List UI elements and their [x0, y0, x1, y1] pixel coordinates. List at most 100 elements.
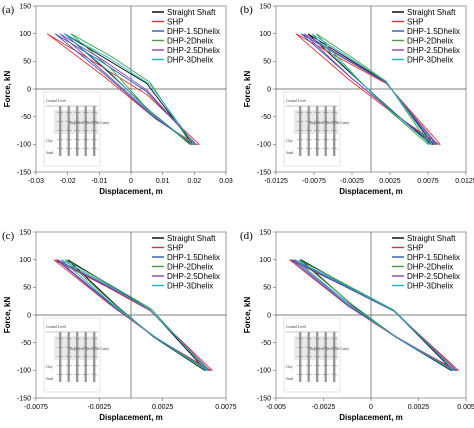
helix-plate: [73, 138, 81, 141]
soil-schematic: Ground Level Improved Area (Soil Lime) Cla…: [43, 91, 110, 167]
x-tick-label: 0.01: [156, 178, 170, 185]
helix-plate: [322, 337, 329, 340]
x-tick-label: -0.03: [28, 178, 44, 185]
helix-plate: [82, 364, 89, 367]
y-tick-label: 150: [19, 3, 31, 10]
helix-plate: [90, 147, 98, 150]
series-line-1: [295, 33, 441, 145]
x-tick-label: 0.0025: [408, 404, 430, 411]
legend-label: DHP-1.5Dhelix: [407, 253, 460, 262]
helix-plate: [82, 147, 89, 150]
helix-plate: [65, 120, 72, 123]
y-tick-label: 0: [27, 86, 31, 93]
chart-panel-b: 150 100 50 0 -50 -100 -150 -0.0125 -0.0075 -0.002…: [240, 3, 474, 196]
series-line-1: [46, 33, 200, 145]
pile-shaft: [333, 332, 336, 382]
y-tick-label: 150: [259, 229, 271, 236]
improved-area-label: Improved Area (Soil Lime): [310, 121, 350, 125]
helix-plate: [65, 111, 72, 114]
legend-label: Straight Shaft: [407, 234, 456, 243]
y-tick-label: -50: [261, 340, 271, 347]
y-tick-label: -150: [257, 395, 271, 402]
helix-plate: [56, 147, 64, 150]
helix-plate: [305, 346, 312, 349]
helix-plate: [73, 147, 81, 150]
helix-plate: [73, 111, 81, 114]
helix-plate: [82, 138, 89, 141]
pile-shaft: [307, 332, 310, 382]
pile-shaft: [93, 106, 96, 156]
y-tick-label: -150: [17, 169, 31, 176]
helix-plate: [322, 138, 329, 141]
y-tick-label: -150: [257, 169, 271, 176]
panel-label: (a): [2, 4, 15, 16]
helix-plate: [313, 373, 321, 376]
helix-plate: [296, 364, 304, 367]
series-line-4: [303, 33, 437, 145]
x-tick-label: 0: [129, 178, 133, 185]
helix-plate: [313, 138, 321, 141]
soil-schematic: Ground Level Improved Area (Soil Lime) Cla…: [43, 317, 110, 393]
ground-level-label: Ground Level: [286, 99, 306, 103]
helix-plate: [90, 111, 98, 114]
pile-shaft: [84, 332, 87, 382]
y-tick-label: -50: [21, 340, 31, 347]
x-tick-label: -0.02: [60, 178, 76, 185]
chart-panel-a: 150 100 50 0 -50 -100 -150 -0.03 -0.02 -0.01 0 0.01…: [2, 3, 233, 196]
y-tick-label: -100: [257, 368, 271, 375]
series-line-5: [311, 33, 433, 145]
helix-plate: [305, 138, 312, 141]
helix-plate: [65, 364, 72, 367]
pile-shaft: [59, 332, 62, 382]
helix-plate: [73, 337, 81, 340]
helix-plate: [330, 337, 338, 340]
x-tick-label: 0: [369, 404, 373, 411]
pile-shaft: [299, 106, 302, 156]
helix-plate: [330, 147, 338, 150]
x-axis-label: Displacement, m: [339, 413, 403, 422]
pile-shaft: [76, 332, 79, 382]
helix-plate: [305, 129, 312, 132]
y-tick-label: -150: [17, 395, 31, 402]
helix-plate: [65, 147, 72, 150]
helix-plate: [296, 373, 304, 376]
legend-label: DHP-3Dhelix: [167, 281, 213, 290]
helix-plate: [313, 129, 321, 132]
helix-plate: [296, 111, 304, 114]
pile-shaft: [67, 332, 70, 382]
pile-shaft: [333, 106, 336, 156]
soil-schematic: Ground Level Improved Area (Soil Lime) Cla…: [283, 317, 350, 393]
panel-label: (d): [240, 230, 253, 242]
x-tick-label: -0.0125: [264, 178, 288, 185]
chart-panel-d: 150 100 50 0 -50 -100 -150 -0.005 -0.0025 0 0.0025…: [240, 229, 474, 422]
helix-plate: [305, 355, 312, 358]
clay-label: Clay: [286, 139, 293, 143]
legend-label: DHP-2.5Dhelix: [167, 272, 220, 281]
helix-plate: [313, 364, 321, 367]
legend-label: DHP-2Dhelix: [407, 262, 453, 271]
x-tick-label: 0.03: [219, 178, 233, 185]
y-tick-label: -100: [257, 142, 271, 149]
helix-plate: [330, 111, 338, 114]
series-line-5: [61, 259, 209, 371]
ground-level-label: Ground Level: [286, 325, 306, 329]
helix-plate: [56, 364, 64, 367]
series-line-4: [57, 259, 210, 371]
legend-label: Straight Shaft: [167, 234, 216, 243]
legend-label: DHP-2.5Dhelix: [167, 46, 220, 55]
helix-plate: [90, 373, 98, 376]
legend-label: DHP-3Dhelix: [407, 55, 453, 64]
helix-plate: [65, 138, 72, 141]
x-tick-label: -0.01: [91, 178, 107, 185]
sand-label: Sand: [46, 377, 53, 381]
improved-area-label: Improved Area (Soil Lime): [310, 347, 350, 351]
sand-label: Sand: [286, 377, 293, 381]
helix-plate: [82, 337, 89, 340]
legend-label: DHP-2.5Dhelix: [407, 272, 460, 281]
y-tick-label: 50: [23, 59, 31, 66]
helix-plate: [313, 346, 321, 349]
clay-label: Clay: [46, 365, 53, 369]
helix-plate: [305, 373, 312, 376]
pile-shaft: [59, 106, 62, 156]
